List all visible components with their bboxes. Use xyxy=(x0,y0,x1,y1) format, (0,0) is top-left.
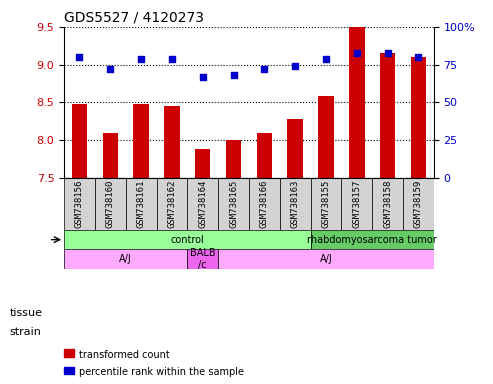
Text: GSM738156: GSM738156 xyxy=(75,180,84,228)
FancyBboxPatch shape xyxy=(187,249,218,269)
Point xyxy=(168,56,176,62)
Text: A/J: A/J xyxy=(319,254,332,264)
Point xyxy=(199,74,207,80)
Text: transformed count: transformed count xyxy=(79,350,170,360)
FancyBboxPatch shape xyxy=(311,230,434,249)
Bar xyxy=(380,53,395,178)
Bar xyxy=(287,119,303,178)
Text: control: control xyxy=(171,235,204,245)
Text: A/J: A/J xyxy=(119,254,132,264)
FancyBboxPatch shape xyxy=(126,178,157,230)
Text: strain: strain xyxy=(10,327,42,337)
Bar xyxy=(195,149,211,178)
Point xyxy=(291,63,299,69)
Point xyxy=(230,72,238,78)
Text: GSM738155: GSM738155 xyxy=(321,180,330,228)
FancyBboxPatch shape xyxy=(372,178,403,230)
FancyBboxPatch shape xyxy=(187,178,218,230)
FancyBboxPatch shape xyxy=(311,178,341,230)
Bar xyxy=(257,133,272,178)
Point xyxy=(75,54,83,60)
Bar xyxy=(226,140,241,178)
Bar xyxy=(411,57,426,178)
FancyBboxPatch shape xyxy=(95,178,126,230)
Point xyxy=(137,56,145,62)
Point xyxy=(260,66,268,72)
Text: GSM738164: GSM738164 xyxy=(198,180,207,228)
Point xyxy=(415,54,423,60)
Point xyxy=(384,50,391,56)
Text: BALB
/c: BALB /c xyxy=(190,248,215,270)
FancyBboxPatch shape xyxy=(341,178,372,230)
Text: tissue: tissue xyxy=(10,308,43,318)
Text: GSM738163: GSM738163 xyxy=(291,180,300,228)
FancyBboxPatch shape xyxy=(64,249,187,269)
FancyBboxPatch shape xyxy=(218,249,434,269)
Text: GSM738160: GSM738160 xyxy=(106,180,115,228)
Text: GSM738158: GSM738158 xyxy=(383,180,392,228)
Text: GSM738157: GSM738157 xyxy=(352,180,361,228)
Bar xyxy=(72,104,87,178)
Text: GSM738162: GSM738162 xyxy=(168,180,176,228)
Text: GSM738166: GSM738166 xyxy=(260,180,269,228)
Text: percentile rank within the sample: percentile rank within the sample xyxy=(79,367,244,377)
FancyBboxPatch shape xyxy=(249,178,280,230)
Text: GSM738165: GSM738165 xyxy=(229,180,238,228)
FancyBboxPatch shape xyxy=(157,178,187,230)
FancyBboxPatch shape xyxy=(64,178,95,230)
Bar xyxy=(103,133,118,178)
FancyBboxPatch shape xyxy=(218,178,249,230)
Point xyxy=(106,66,114,72)
Bar xyxy=(134,104,149,178)
Bar xyxy=(164,106,179,178)
Point xyxy=(322,56,330,62)
Bar xyxy=(318,96,334,178)
Point xyxy=(353,50,361,56)
Text: GSM738159: GSM738159 xyxy=(414,180,423,228)
FancyBboxPatch shape xyxy=(64,230,311,249)
FancyBboxPatch shape xyxy=(280,178,311,230)
Text: GDS5527 / 4120273: GDS5527 / 4120273 xyxy=(64,10,204,24)
FancyBboxPatch shape xyxy=(403,178,434,230)
Text: GSM738161: GSM738161 xyxy=(137,180,145,228)
Text: rhabdomyosarcoma tumor: rhabdomyosarcoma tumor xyxy=(307,235,437,245)
Bar xyxy=(349,27,364,178)
